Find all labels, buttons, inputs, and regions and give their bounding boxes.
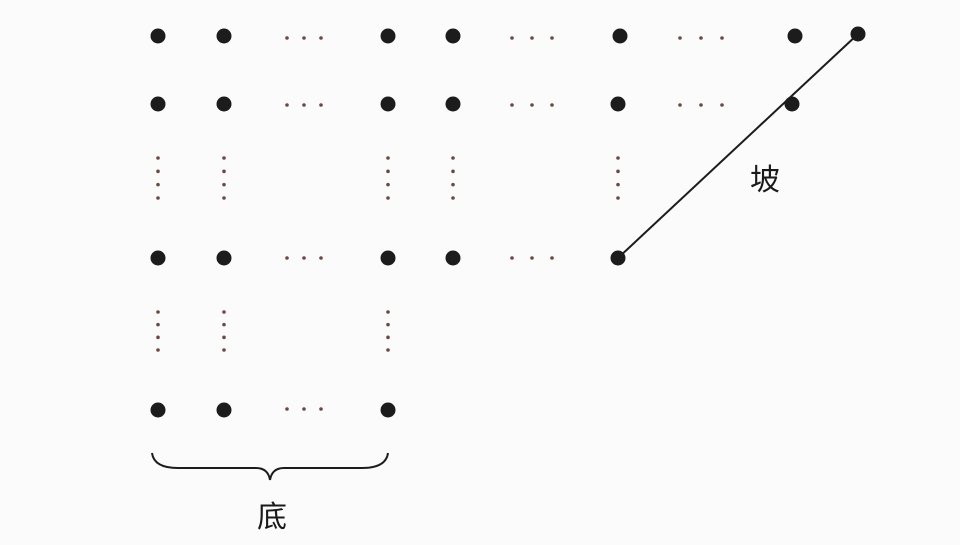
ellipsis-dot — [550, 256, 554, 260]
base-label: 底 — [257, 500, 287, 535]
ellipsis-dot — [451, 182, 455, 187]
ellipsis-dot — [302, 256, 306, 260]
slope-label: 坡 — [750, 163, 780, 198]
ellipsis-dot — [678, 103, 682, 107]
ellipsis-dot — [156, 156, 160, 160]
ellipsis-dot — [510, 256, 514, 260]
ellipsis-dot — [156, 169, 160, 174]
grid-dot — [784, 96, 800, 112]
ellipsis-dot — [222, 335, 226, 340]
grid-dot — [380, 96, 396, 112]
ellipsis-dot — [720, 103, 724, 107]
grid-dot — [150, 402, 166, 418]
ellipsis-dot — [156, 196, 160, 200]
ellipsis-dot — [222, 196, 226, 200]
grid-dot — [150, 250, 166, 266]
grid-dot — [216, 402, 232, 418]
ellipsis-dot — [386, 169, 390, 174]
grid-dot — [445, 250, 461, 266]
grid-dot — [610, 96, 626, 112]
ellipsis-dot — [616, 156, 620, 160]
ellipsis-dot — [386, 322, 390, 327]
ellipsis-dot — [285, 407, 289, 411]
ellipsis-dot — [510, 36, 514, 40]
grid-dot — [445, 96, 461, 112]
ellipsis-dot — [156, 310, 160, 314]
ellipsis-dot — [156, 335, 160, 340]
ellipsis-dot — [302, 36, 306, 40]
slope-line — [617, 33, 859, 259]
ellipsis-dot — [222, 348, 226, 352]
ellipsis-dot — [386, 310, 390, 314]
ellipsis-dot — [302, 103, 306, 107]
ellipsis-dot — [302, 407, 306, 411]
ellipsis-dot — [386, 182, 390, 187]
grid-dot — [380, 28, 396, 44]
ellipsis-dot — [616, 182, 620, 187]
ellipsis-dot — [451, 196, 455, 200]
ellipsis-dot — [678, 36, 682, 40]
grid-dot — [787, 28, 803, 44]
ellipsis-dot — [156, 182, 160, 187]
ellipsis-dot — [319, 103, 323, 107]
ellipsis-dot — [530, 256, 534, 260]
ellipsis-dot — [285, 256, 289, 260]
grid-dot — [216, 28, 232, 44]
ellipsis-dot — [550, 103, 554, 107]
grid-dot — [216, 250, 232, 266]
grid-dot — [380, 402, 396, 418]
ellipsis-dot — [319, 256, 323, 260]
ellipsis-dot — [222, 182, 226, 187]
grid-dot — [445, 28, 461, 44]
ellipsis-dot — [510, 103, 514, 107]
ellipsis-dot — [386, 335, 390, 340]
ellipsis-dot — [530, 103, 534, 107]
ellipsis-marks — [156, 36, 724, 411]
ellipsis-dot — [285, 36, 289, 40]
ellipsis-dot — [451, 156, 455, 160]
dot-grid — [150, 26, 866, 418]
grid-dot — [150, 96, 166, 112]
ellipsis-dot — [222, 169, 226, 174]
ellipsis-dot — [699, 36, 703, 40]
ellipsis-dot — [530, 36, 534, 40]
ellipsis-dot — [699, 103, 703, 107]
ellipsis-dot — [616, 196, 620, 200]
ellipsis-dot — [451, 169, 455, 174]
ellipsis-dot — [386, 196, 390, 200]
grid-dot — [216, 96, 232, 112]
ellipsis-dot — [550, 36, 554, 40]
ellipsis-dot — [156, 322, 160, 327]
ellipsis-dot — [319, 407, 323, 411]
ellipsis-dot — [285, 103, 289, 107]
ellipsis-dot — [386, 156, 390, 160]
ellipsis-dot — [156, 348, 160, 352]
grid-dot — [612, 28, 628, 44]
ellipsis-dot — [222, 310, 226, 314]
grid-dot — [380, 250, 396, 266]
ellipsis-dot — [319, 36, 323, 40]
ellipsis-dot — [616, 169, 620, 174]
ellipsis-dot — [720, 36, 724, 40]
ellipsis-dot — [222, 322, 226, 327]
grid-dot — [150, 28, 166, 44]
ellipsis-dot — [222, 156, 226, 160]
ellipsis-dot — [386, 348, 390, 352]
base-brace — [151, 452, 389, 481]
